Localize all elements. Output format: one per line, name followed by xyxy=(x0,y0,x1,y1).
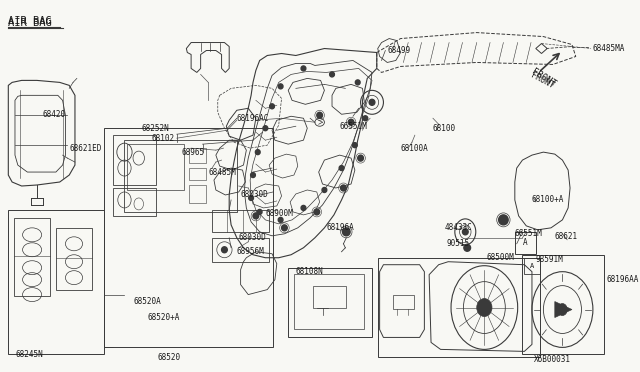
Bar xyxy=(522,255,604,355)
Circle shape xyxy=(340,185,346,191)
Bar xyxy=(393,295,414,308)
Circle shape xyxy=(499,215,508,225)
Text: 68196AC: 68196AC xyxy=(237,114,269,123)
Bar xyxy=(313,286,346,308)
Bar xyxy=(524,258,540,274)
Bar xyxy=(124,140,237,212)
Text: 68900M: 68900M xyxy=(266,209,293,218)
Circle shape xyxy=(255,150,260,155)
Ellipse shape xyxy=(557,304,567,315)
Polygon shape xyxy=(555,302,572,318)
Text: 66551M: 66551M xyxy=(340,122,367,131)
Circle shape xyxy=(282,225,287,231)
Text: 68499: 68499 xyxy=(387,46,410,55)
Circle shape xyxy=(342,228,350,236)
Bar xyxy=(212,238,269,262)
Bar xyxy=(14,218,50,296)
Circle shape xyxy=(269,104,275,109)
Text: 68956M: 68956M xyxy=(237,247,264,256)
Ellipse shape xyxy=(477,299,492,317)
Text: 68102: 68102 xyxy=(151,134,174,143)
Text: X6B00031: X6B00031 xyxy=(534,355,571,364)
Circle shape xyxy=(278,84,283,89)
Text: 68621ED: 68621ED xyxy=(69,144,102,153)
Text: 68030D: 68030D xyxy=(239,233,266,242)
Bar xyxy=(127,144,184,190)
Circle shape xyxy=(301,66,306,71)
Circle shape xyxy=(463,229,468,235)
Text: 68100A: 68100A xyxy=(401,144,428,153)
Bar xyxy=(104,128,273,347)
Circle shape xyxy=(317,112,323,118)
Text: 68485M: 68485M xyxy=(208,167,236,177)
Circle shape xyxy=(253,213,259,219)
Text: 98591M: 98591M xyxy=(536,255,563,264)
Text: 68500M: 68500M xyxy=(486,253,514,262)
Circle shape xyxy=(263,126,268,131)
Text: 68520+A: 68520+A xyxy=(147,313,180,322)
Text: 68245N: 68245N xyxy=(16,350,44,359)
Circle shape xyxy=(257,209,262,214)
Text: 66551M: 66551M xyxy=(515,229,543,238)
Circle shape xyxy=(348,119,354,125)
Text: 68030D: 68030D xyxy=(241,190,268,199)
Circle shape xyxy=(221,247,227,253)
Text: 68108N: 68108N xyxy=(296,267,324,276)
Circle shape xyxy=(339,166,344,170)
Circle shape xyxy=(314,209,319,215)
Text: 68252N: 68252N xyxy=(141,124,170,133)
Text: 68100: 68100 xyxy=(433,124,456,133)
Bar xyxy=(8,210,104,355)
Text: AIR BAG: AIR BAG xyxy=(8,17,52,28)
Text: 68420: 68420 xyxy=(43,110,66,119)
Bar xyxy=(288,268,372,337)
Bar xyxy=(212,210,269,232)
Bar xyxy=(189,185,206,203)
Text: FRONT: FRONT xyxy=(529,71,556,90)
Circle shape xyxy=(369,99,375,105)
Bar xyxy=(113,188,156,216)
Text: 68485MA: 68485MA xyxy=(593,44,625,53)
Text: 68520: 68520 xyxy=(158,353,181,362)
Text: AIR BAG: AIR BAG xyxy=(8,16,52,26)
Circle shape xyxy=(358,155,364,161)
Text: 68621: 68621 xyxy=(555,232,578,241)
Circle shape xyxy=(330,72,335,77)
Circle shape xyxy=(278,217,283,222)
Bar xyxy=(515,232,536,254)
Circle shape xyxy=(251,173,255,177)
Circle shape xyxy=(249,195,253,201)
Text: 68520A: 68520A xyxy=(134,297,162,306)
Text: A: A xyxy=(530,263,534,269)
Bar xyxy=(378,258,540,357)
Text: 68196A: 68196A xyxy=(326,223,354,232)
Circle shape xyxy=(355,80,360,85)
Circle shape xyxy=(322,187,327,192)
Text: 48433C: 48433C xyxy=(444,223,472,232)
Bar xyxy=(294,274,364,330)
Text: 68100+A: 68100+A xyxy=(532,195,564,205)
Bar xyxy=(113,135,156,185)
Text: FRONT: FRONT xyxy=(530,67,557,89)
Text: 68196AA: 68196AA xyxy=(606,275,639,284)
Text: 90515: 90515 xyxy=(446,239,469,248)
Text: A: A xyxy=(523,238,527,247)
Circle shape xyxy=(353,143,357,148)
Circle shape xyxy=(363,116,368,121)
Circle shape xyxy=(464,244,470,251)
Text: 68965: 68965 xyxy=(182,148,205,157)
Bar xyxy=(189,168,206,180)
Bar xyxy=(189,148,206,163)
Circle shape xyxy=(301,205,306,211)
Bar xyxy=(56,228,92,290)
